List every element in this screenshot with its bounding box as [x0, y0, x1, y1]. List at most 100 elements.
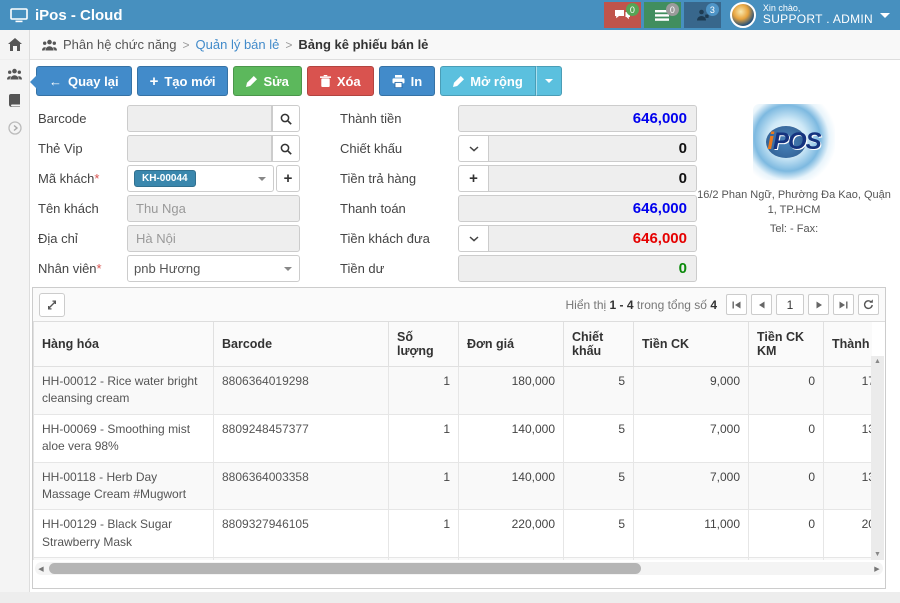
- column-header[interactable]: Chiết khấu: [563, 322, 634, 367]
- back-button[interactable]: ← Quay lại: [36, 66, 132, 96]
- customer-code-select[interactable]: KH-00044: [127, 165, 274, 192]
- chevron-down-icon: [880, 12, 890, 23]
- subtotal-label: Thành tiền: [340, 111, 402, 126]
- last-page-button[interactable]: [833, 294, 854, 315]
- return-amount-value[interactable]: [488, 165, 697, 192]
- customer-name-input: [127, 195, 300, 222]
- column-header[interactable]: Thành tiền: [823, 322, 872, 367]
- create-button[interactable]: + Tạo mới: [136, 66, 229, 96]
- table-cell: 140,000: [458, 413, 564, 463]
- table-cell: 133,000: [823, 413, 872, 463]
- table-cell: 8806364019298: [213, 366, 389, 415]
- change-value: [458, 255, 697, 282]
- discount-value[interactable]: [488, 135, 697, 162]
- column-header[interactable]: Tiền CK KM: [748, 322, 824, 367]
- horizontal-scrollbar[interactable]: ◀ ▶: [35, 562, 883, 575]
- vip-card-label: Thẻ Vip: [38, 141, 83, 156]
- book-icon: [8, 94, 21, 107]
- page-number-input[interactable]: [776, 294, 804, 315]
- users-icon: [7, 68, 22, 80]
- discount-mode-button[interactable]: [458, 135, 488, 162]
- items-table-viewport: Hàng hóa Barcode Số lượng Đơn giá Chiết khấu…: [33, 322, 872, 560]
- table-row[interactable]: HH-00129 - Black Sugar Strawberry Mask 88…: [33, 509, 872, 559]
- app-brand: iPos - Cloud: [0, 7, 123, 24]
- print-button[interactable]: In: [378, 66, 436, 96]
- table-cell: 8806364003358: [213, 461, 389, 511]
- expand-button[interactable]: Mở rộng: [440, 66, 536, 96]
- sidebar-item-home[interactable]: [0, 30, 29, 60]
- column-header[interactable]: Tiền CK: [633, 322, 749, 367]
- tasks-count-badge: 0: [665, 3, 679, 16]
- subtotal-value: [458, 105, 697, 132]
- active-menu-marker: [30, 75, 37, 89]
- refresh-button[interactable]: [858, 294, 879, 315]
- payment-label: Thanh toán: [340, 201, 406, 216]
- username-text: SUPPORT . ADMIN: [762, 12, 873, 27]
- given-mode-button[interactable]: [458, 225, 488, 252]
- person-icon: [696, 9, 709, 22]
- column-header[interactable]: Số lượng: [388, 322, 459, 367]
- return-add-button[interactable]: +: [458, 165, 488, 192]
- monitor-icon: [10, 7, 28, 23]
- scroll-up-icon[interactable]: ▲: [874, 358, 881, 365]
- delete-button[interactable]: Xóa: [306, 66, 374, 96]
- add-customer-button[interactable]: +: [276, 165, 300, 192]
- sidebar-item-users[interactable]: [0, 60, 29, 87]
- caret-down-icon: [284, 266, 292, 275]
- barcode-input[interactable]: [127, 105, 272, 132]
- scroll-right-icon[interactable]: ▶: [874, 565, 880, 573]
- table-cell: 133,000: [823, 461, 872, 511]
- edit-button[interactable]: Sửa: [233, 66, 302, 96]
- horizontal-scroll-thumb[interactable]: [49, 563, 641, 574]
- messages-button[interactable]: 0: [603, 2, 641, 28]
- printer-icon: [392, 74, 405, 88]
- first-page-button[interactable]: [726, 294, 747, 315]
- sidebar-collapse-toggle[interactable]: [0, 114, 29, 141]
- plus-icon: +: [469, 170, 478, 187]
- vertical-scrollbar[interactable]: ▲ ▼: [871, 356, 884, 560]
- prev-page-button[interactable]: [751, 294, 772, 315]
- table-cell: 1: [388, 366, 459, 415]
- scroll-down-icon[interactable]: ▼: [874, 551, 881, 558]
- next-page-button[interactable]: [808, 294, 829, 315]
- greeting-text: Xin chào,: [762, 2, 801, 13]
- items-grid-panel: Hiển thị 1 - 4 trong tổng số 4: [32, 287, 886, 589]
- barcode-search-button[interactable]: [272, 105, 300, 132]
- breadcrumb-link-retail[interactable]: Quản lý bán lẻ: [195, 37, 280, 52]
- caret-down-icon: [258, 176, 266, 185]
- chevron-down-icon: [468, 145, 479, 152]
- user-menu[interactable]: Xin chào, SUPPORT . ADMIN: [724, 2, 900, 28]
- app-title: iPos - Cloud: [35, 6, 123, 24]
- topbar: iPos - Cloud 0 0 3 Xin chào, SUPPORT . A…: [0, 0, 900, 30]
- column-header[interactable]: Đơn giá: [458, 322, 564, 367]
- pagination: Hiển thị 1 - 4 trong tổng số 4: [566, 294, 879, 315]
- customer-name-label: Tên khách: [38, 201, 99, 216]
- vip-search-button[interactable]: [272, 135, 300, 162]
- table-cell: 171,000: [823, 366, 872, 415]
- employee-select[interactable]: pnb Hương: [127, 255, 300, 282]
- customer-given-value[interactable]: [488, 225, 697, 252]
- scroll-left-icon[interactable]: ◀: [38, 565, 44, 573]
- return-amount-label: Tiền trả hàng: [340, 171, 417, 186]
- sessions-button[interactable]: 3: [683, 2, 721, 28]
- sidebar-item-book[interactable]: [0, 87, 29, 114]
- column-header[interactable]: Barcode: [213, 322, 389, 367]
- breadcrumb-separator: >: [285, 37, 293, 52]
- company-address: 16/2 Phan Ngữ, Phường Đa Kao, Quận 1, TP…: [697, 189, 891, 216]
- table-row[interactable]: HH-00012 - Rice water bright cleansing c…: [33, 366, 872, 415]
- table-cell: HH-00118 - Herb Day Massage Cream #Mugwo…: [33, 461, 214, 511]
- table-row[interactable]: HH-00069 - Smoothing mist aloe vera 98% 8…: [33, 413, 872, 463]
- column-header[interactable]: Hàng hóa: [33, 322, 214, 367]
- expand-dropdown-button[interactable]: [535, 66, 562, 96]
- resize-icon: [47, 300, 57, 310]
- customer-code-label: Mã khách*: [38, 171, 100, 186]
- home-icon: [7, 38, 22, 51]
- paging-range: 1 - 4: [609, 297, 634, 312]
- list-icon: [655, 9, 670, 21]
- tasks-button[interactable]: 0: [643, 2, 681, 28]
- table-cell: 180,000: [458, 366, 564, 415]
- grid-expand-button[interactable]: [39, 292, 65, 317]
- table-row[interactable]: HH-00118 - Herb Day Massage Cream #Mugwo…: [33, 461, 872, 511]
- table-header-row: Hàng hóa Barcode Số lượng Đơn giá Chiết khấu…: [33, 322, 872, 367]
- vip-card-input[interactable]: [127, 135, 272, 162]
